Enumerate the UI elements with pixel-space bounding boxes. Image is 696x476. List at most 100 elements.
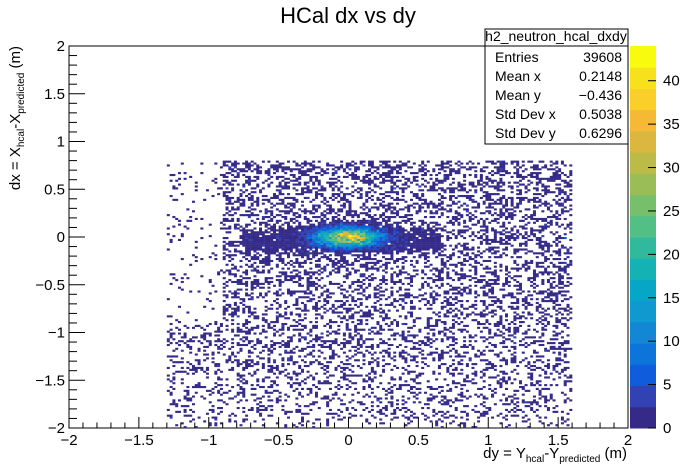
heatmap-cell (340, 198, 344, 201)
heatmap-cell (555, 223, 559, 226)
heatmap-cell (471, 372, 475, 375)
heatmap-cell (544, 204, 548, 207)
heatmap-cell (295, 177, 299, 180)
heatmap-cell (463, 343, 467, 347)
heatmap-cell (273, 237, 277, 240)
heatmap-cell (532, 364, 536, 368)
heatmap-cell (256, 368, 260, 371)
heatmap-cell (555, 187, 559, 190)
heatmap-cell (295, 259, 299, 263)
heatmap-cell (538, 343, 542, 347)
heatmap-cell (558, 240, 562, 243)
heatmap-cell (362, 179, 366, 182)
heatmap-cell (440, 200, 444, 203)
heatmap-cell (342, 170, 346, 173)
heatmap-cell (393, 271, 397, 274)
heatmap-cell (396, 164, 400, 167)
heatmap-cell (362, 202, 366, 205)
heatmap-cell (502, 229, 506, 232)
heatmap-cell (351, 173, 355, 177)
heatmap-cell (231, 258, 235, 261)
heatmap-cell (527, 238, 531, 242)
heatmap-cell (214, 181, 218, 184)
heatmap-cell (396, 170, 400, 173)
heatmap-cell (563, 246, 567, 249)
heatmap-cell (259, 172, 263, 175)
heatmap-cell (342, 168, 346, 171)
heatmap-cell (175, 217, 179, 221)
heatmap-cell (250, 280, 254, 284)
heatmap-cell (418, 307, 422, 310)
heatmap-cell (502, 160, 506, 163)
heatmap-cell (566, 418, 570, 421)
heatmap-cell (454, 296, 458, 299)
heatmap-cell (273, 361, 277, 364)
heatmap-cell (451, 322, 455, 326)
heatmap-cell (460, 410, 464, 413)
heatmap-cell (555, 170, 559, 173)
heatmap-cell (552, 168, 556, 171)
heatmap-cell (326, 290, 330, 293)
heatmap-cell (454, 313, 458, 316)
heatmap-cell (267, 357, 271, 360)
heatmap-cell (289, 385, 293, 389)
heatmap-cell (563, 258, 567, 261)
heatmap-cell (502, 359, 506, 362)
heatmap-cell (236, 326, 240, 329)
heatmap-cell (563, 181, 567, 184)
heatmap-cell (519, 244, 522, 247)
heatmap-cell (317, 338, 321, 341)
heatmap-cell (499, 170, 503, 173)
heatmap-cell (396, 198, 400, 201)
heatmap-cell (549, 177, 553, 180)
heatmap-cell (387, 217, 391, 221)
heatmap-cell (524, 401, 528, 404)
heatmap-cell (519, 267, 522, 270)
heatmap-cell (228, 244, 232, 247)
heatmap-cell (527, 372, 531, 375)
heatmap-cell (186, 399, 190, 402)
heatmap-cell (560, 330, 564, 333)
heatmap-cell (203, 353, 207, 356)
heatmap-cell (303, 212, 307, 215)
heatmap-cell (409, 191, 413, 194)
heatmap-cell (292, 183, 296, 186)
heatmap-cell (300, 172, 304, 175)
heatmap-cell (407, 238, 411, 242)
heatmap-cell (225, 403, 229, 406)
heatmap-cell (432, 252, 436, 255)
heatmap-cell (555, 194, 559, 198)
heatmap-cell (303, 172, 307, 175)
heatmap-cell (379, 265, 383, 268)
heatmap-cell (535, 322, 539, 326)
heatmap-cell (309, 275, 313, 278)
heatmap-cell (189, 340, 193, 343)
heatmap-cell (245, 338, 249, 341)
heatmap-cell (359, 351, 363, 354)
heatmap-cell (256, 384, 260, 387)
heatmap-cell (457, 206, 461, 209)
heatmap-cell (401, 244, 405, 247)
heatmap-cell (323, 284, 327, 287)
heatmap-cell (396, 221, 400, 224)
heatmap-cell (465, 345, 469, 348)
heatmap-cell (231, 187, 235, 190)
heatmap-cell (460, 229, 464, 232)
heatmap-cell (401, 403, 405, 406)
heatmap-cell (502, 296, 506, 299)
heatmap-cell (281, 237, 285, 240)
heatmap-cell (351, 238, 355, 242)
heatmap-cell (278, 229, 282, 232)
heatmap-cell (555, 265, 559, 268)
heatmap-cell (214, 416, 218, 419)
heatmap-cell (401, 215, 405, 219)
heatmap-cell (382, 233, 386, 236)
heatmap-cell (326, 294, 330, 297)
heatmap-cell (245, 280, 249, 284)
heatmap-cell (203, 332, 207, 335)
heatmap-cell (437, 204, 441, 207)
heatmap-cell (521, 175, 525, 178)
heatmap-cell (331, 261, 335, 264)
heatmap-cell (225, 340, 229, 343)
heatmap-cell (544, 166, 548, 169)
